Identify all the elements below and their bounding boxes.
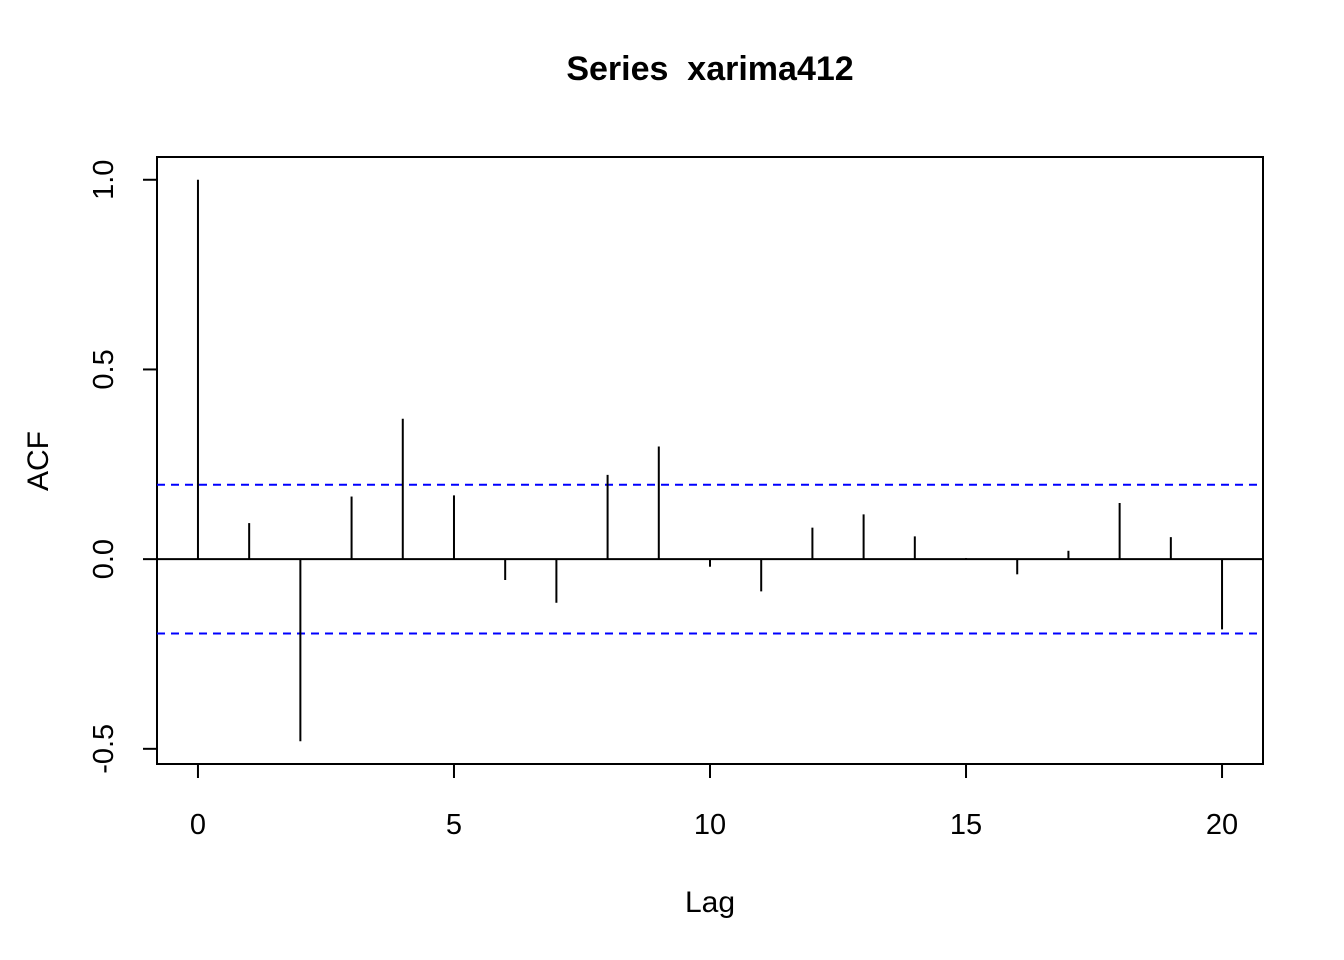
y-axis: -0.5 0.0 0.5 1.0 <box>88 160 158 774</box>
x-tick-label: 10 <box>694 809 726 841</box>
x-axis: 0 5 10 15 20 <box>190 763 1238 841</box>
plot-frame <box>156 156 1264 765</box>
chart-title: Series xarima412 <box>566 50 853 88</box>
acf-bars <box>196 179 1224 742</box>
x-tick-label: 5 <box>446 809 462 841</box>
y-tick-label: -0.5 <box>88 724 120 774</box>
y-tick-label: 0.0 <box>88 539 120 579</box>
x-axis-label: Lag <box>685 886 735 919</box>
x-tick-label: 15 <box>950 809 982 841</box>
y-axis-label: ACF <box>22 431 55 491</box>
x-tick-label: 20 <box>1206 809 1238 841</box>
y-tick-label: 1.0 <box>88 160 120 200</box>
x-tick-label: 0 <box>190 809 206 841</box>
y-tick-label: 0.5 <box>88 349 120 389</box>
confidence-bounds <box>157 483 1263 635</box>
